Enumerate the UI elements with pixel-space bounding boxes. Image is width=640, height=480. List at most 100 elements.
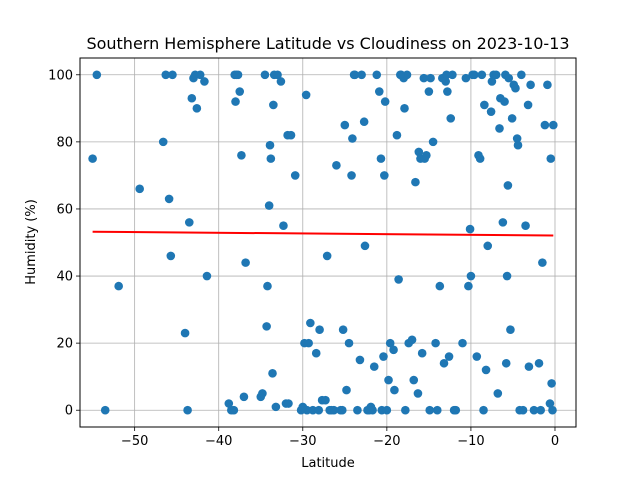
data-point — [501, 358, 511, 368]
x-tick-label: 0 — [551, 434, 559, 449]
data-point — [486, 107, 496, 116]
plot-area-frame — [79, 57, 577, 428]
data-point — [164, 194, 174, 204]
data-point — [268, 369, 277, 378]
data-point — [168, 70, 177, 80]
data-point — [327, 405, 336, 415]
data-point — [308, 405, 318, 415]
data-point — [195, 70, 205, 80]
regression-line-path — [92, 230, 554, 237]
data-point — [426, 73, 435, 83]
data-point — [364, 405, 374, 415]
data-point — [461, 73, 471, 83]
data-point — [549, 120, 558, 130]
y-tick-label: 0 — [65, 404, 73, 419]
data-point — [279, 221, 288, 231]
data-point — [394, 275, 403, 284]
grid-lines — [80, 58, 576, 427]
data-point — [538, 258, 547, 267]
data-point — [546, 154, 556, 163]
data-point — [385, 338, 395, 348]
y-tick-label: 60 — [56, 202, 73, 217]
data-point — [302, 405, 312, 415]
x-tick-label: −20 — [373, 434, 400, 449]
data-point — [545, 399, 555, 408]
data-point — [451, 405, 461, 415]
data-point — [342, 385, 351, 395]
data-point — [357, 70, 366, 80]
data-point — [536, 405, 545, 415]
data-point — [534, 358, 544, 368]
data-point — [231, 97, 240, 106]
data-point — [395, 70, 405, 80]
data-point — [184, 218, 194, 227]
data-point — [475, 154, 485, 163]
y-tick-label: 40 — [56, 270, 73, 285]
x-tick-label: −50 — [121, 434, 148, 449]
data-point — [380, 171, 389, 180]
data-point — [200, 77, 209, 86]
data-point — [235, 87, 245, 96]
x-tick-label: −40 — [205, 434, 232, 449]
data-point — [392, 130, 402, 140]
data-point — [202, 271, 212, 281]
data-point — [442, 70, 451, 80]
data-point — [465, 224, 475, 234]
data-point — [513, 140, 523, 150]
data-point — [269, 100, 278, 110]
data-point — [348, 134, 357, 143]
data-point — [224, 399, 234, 408]
data-point — [322, 251, 332, 261]
data-point — [548, 405, 557, 415]
data-point — [321, 395, 330, 405]
data-point — [276, 77, 286, 86]
data-point — [337, 405, 347, 415]
data-point — [446, 114, 456, 123]
data-point — [158, 137, 168, 147]
data-point — [233, 70, 243, 80]
data-point — [481, 365, 491, 375]
data-point — [266, 154, 276, 163]
x-axis-title: Latitude — [301, 456, 355, 471]
chart-title: Southern Hemisphere Latitude vs Cloudine… — [86, 34, 569, 53]
data-point — [311, 348, 321, 358]
data-point — [466, 271, 476, 281]
x-tick-label: −30 — [289, 434, 316, 449]
data-point — [360, 241, 370, 251]
data-point — [432, 405, 442, 415]
data-point — [187, 93, 197, 103]
data-point — [547, 379, 556, 388]
data-point — [518, 405, 528, 415]
data-point — [401, 405, 410, 415]
data-point — [359, 117, 369, 127]
data-point — [540, 120, 550, 130]
regression-line — [92, 230, 554, 237]
data-point — [353, 405, 362, 415]
data-point — [526, 80, 535, 90]
data-point — [239, 392, 249, 402]
data-point — [501, 70, 510, 80]
data-point — [477, 70, 487, 80]
y-axis-title: Humidity (%) — [24, 199, 39, 285]
data-point — [382, 405, 392, 415]
data-point — [493, 389, 503, 398]
data-point — [523, 100, 533, 110]
data-point — [241, 258, 250, 267]
data-point — [192, 104, 202, 113]
data-point — [355, 355, 365, 365]
data-point — [443, 87, 452, 96]
data-point — [340, 120, 350, 130]
data-point — [332, 161, 341, 170]
data-point — [402, 70, 412, 80]
data-point — [479, 405, 488, 415]
data-point — [435, 281, 445, 291]
data-point — [306, 318, 315, 328]
data-point — [347, 171, 356, 180]
data-point — [529, 405, 539, 415]
data-point — [372, 70, 382, 80]
data-point — [472, 352, 482, 361]
data-point — [503, 181, 513, 190]
data-point — [284, 399, 293, 408]
data-point — [424, 87, 434, 96]
data-point — [409, 375, 419, 385]
